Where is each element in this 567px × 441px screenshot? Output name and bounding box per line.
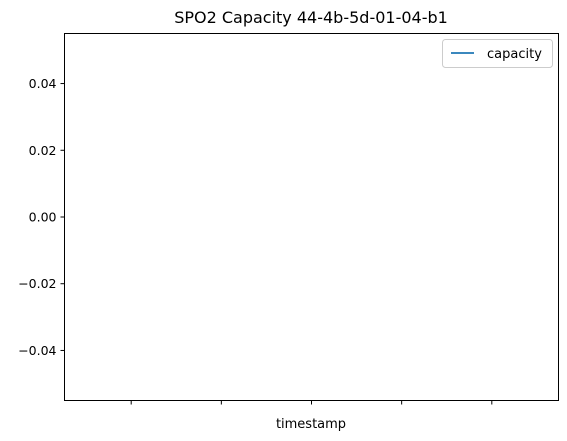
y-tick-label: 0.04 (29, 76, 57, 91)
y-tick-label: 0.00 (29, 210, 57, 225)
y-tick-label: 0.02 (29, 143, 57, 158)
y-axis: 0.04 0.02 0.00 −0.02 −0.04 (18, 76, 65, 358)
x-axis-label: timestamp (276, 417, 346, 432)
y-tick-label: −0.02 (18, 276, 56, 291)
y-tick-label: −0.04 (18, 343, 56, 358)
legend-label-capacity: capacity (487, 47, 542, 62)
chart-title: SPO2 Capacity 44-4b-5d-01-04-b1 (174, 8, 448, 27)
legend: capacity (442, 39, 553, 68)
legend-box (442, 39, 553, 68)
x-axis (130, 400, 493, 405)
